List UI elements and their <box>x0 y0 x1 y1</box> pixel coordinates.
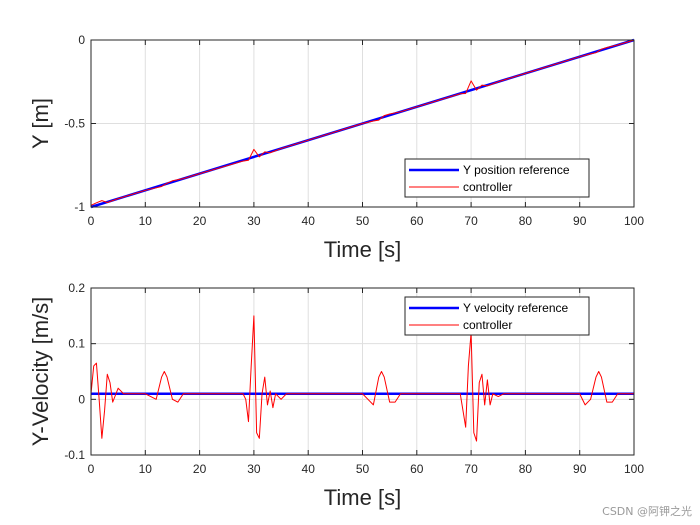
x-tick-label: 20 <box>193 214 207 228</box>
y-axis-label: Y [m] <box>28 98 53 149</box>
y-tick-label: 0 <box>78 33 85 47</box>
x-axis-label: Time [s] <box>324 237 401 262</box>
x-tick-label: 30 <box>247 214 261 228</box>
x-tick-label: 60 <box>410 214 424 228</box>
y-tick-label: -1 <box>74 200 85 214</box>
x-tick-label: 20 <box>193 462 207 476</box>
x-tick-label: 100 <box>624 462 644 476</box>
x-tick-label: 50 <box>356 214 370 228</box>
legend-box <box>404 296 590 336</box>
x-axis-label: Time [s] <box>324 485 401 510</box>
y-tick-label: -0.1 <box>64 448 85 462</box>
x-tick-label: 10 <box>139 214 153 228</box>
watermark: CSDN @阿钾之光 <box>602 505 692 518</box>
x-tick-label: 40 <box>302 462 316 476</box>
legend-label: controller <box>463 180 512 194</box>
x-tick-label: 30 <box>247 462 261 476</box>
series-line-controller <box>90 39 635 206</box>
x-tick-label: 80 <box>519 214 533 228</box>
y-tick-label: 0.2 <box>68 281 85 295</box>
legend: Y velocity reference controller <box>404 296 590 336</box>
legend-label: Y velocity reference <box>463 301 568 315</box>
x-tick-label: 70 <box>464 214 478 228</box>
legend-box <box>404 158 590 198</box>
y-tick-label: 0.1 <box>68 337 85 351</box>
series-line-controller <box>90 315 634 442</box>
y-axis-label: Y-Velocity [m/s] <box>28 297 53 447</box>
y-tick-label: -0.5 <box>64 117 85 131</box>
x-tick-label: 0 <box>88 462 95 476</box>
x-tick-label: 80 <box>519 462 533 476</box>
x-tick-label: 50 <box>356 462 370 476</box>
x-tick-label: 40 <box>302 214 316 228</box>
legend-label: controller <box>463 318 512 332</box>
legend: Y position reference controller <box>404 158 590 198</box>
x-tick-label: 90 <box>573 462 587 476</box>
x-tick-label: 90 <box>573 214 587 228</box>
y-tick-label: 0 <box>78 392 85 406</box>
x-tick-label: 100 <box>624 214 644 228</box>
x-tick-label: 70 <box>464 462 478 476</box>
x-tick-label: 60 <box>410 462 424 476</box>
legend-label: Y position reference <box>463 163 570 177</box>
x-tick-label: 10 <box>139 462 153 476</box>
position-plot: 0 10 20 30 40 50 60 70 80 90 100 -1 -0.5 0 Time [s] Y [… <box>28 33 644 262</box>
x-tick-label: 0 <box>88 214 95 228</box>
